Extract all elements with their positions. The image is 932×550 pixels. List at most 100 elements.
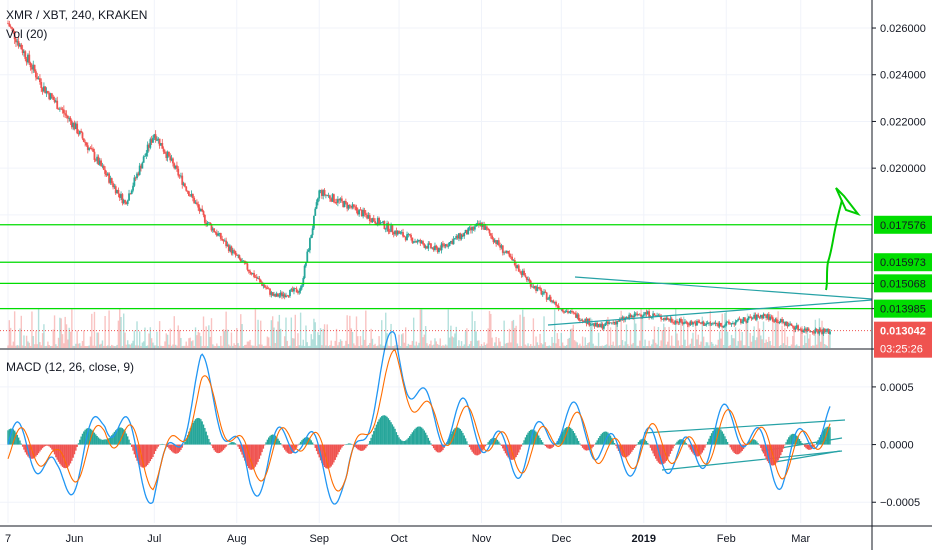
volume-bar: [92, 345, 94, 348]
price-axis[interactable]: 0.0260000.0240000.0220000.0200000.015068…: [872, 23, 926, 316]
candle-body: [473, 226, 476, 230]
volume-bar: [592, 343, 594, 348]
candle-body: [661, 318, 664, 320]
volume-bar: [137, 345, 140, 348]
macd-histogram-bar: [83, 431, 85, 445]
macd-histogram-bar: [705, 444, 708, 446]
volume-bar: [565, 345, 568, 348]
macd-histogram-bar: [593, 444, 596, 446]
volume-bar: [265, 345, 267, 348]
macd-histogram-bar: [111, 435, 113, 445]
candle-body: [674, 320, 677, 324]
macd-histogram-bar: [613, 442, 616, 445]
candle-body: [557, 305, 560, 309]
volume-bar: [466, 328, 468, 348]
volume-bar: [605, 344, 608, 348]
macd-histogram-bar: [132, 444, 134, 451]
candle-body: [169, 156, 172, 161]
volume-bar: [314, 322, 316, 348]
volume-bar: [277, 321, 279, 348]
candle-body: [423, 244, 426, 248]
candle-body: [33, 64, 36, 72]
candle-body: [152, 137, 154, 143]
candle-body: [766, 314, 769, 318]
candle-body: [117, 190, 120, 194]
volume-bar: [448, 337, 451, 348]
volume-bar: [561, 342, 564, 348]
macd-histogram-bar: [224, 444, 226, 449]
volume-bar: [612, 341, 614, 348]
volume-bar: [737, 341, 739, 348]
candle-body: [213, 228, 216, 233]
volume-bar: [8, 320, 11, 348]
volume-bar: [627, 344, 629, 348]
candle-body: [762, 314, 765, 319]
macd-histogram-bar: [12, 429, 15, 445]
candle-body: [52, 96, 55, 100]
candle-body: [710, 323, 713, 325]
macd-histogram-bar: [440, 444, 443, 452]
candle-body: [648, 311, 651, 318]
candle-body: [443, 244, 446, 247]
volume-bar: [127, 340, 129, 348]
volume-bar: [226, 329, 229, 348]
volume-bar: [765, 339, 767, 348]
macd-histogram-bar: [236, 444, 238, 446]
candle-body: [180, 175, 182, 177]
macd-histogram-bar: [456, 427, 459, 445]
volume-bar: [220, 335, 222, 348]
macd-histogram-bar: [17, 437, 20, 445]
volume-bar: [753, 326, 755, 348]
volume-bar: [130, 343, 133, 348]
volume-bar: [39, 342, 41, 348]
volume-bar: [667, 341, 669, 348]
macd-histogram-bar: [60, 444, 62, 466]
volume-bar: [434, 338, 436, 348]
macd-histogram-bar: [222, 444, 225, 450]
macd-histogram-bar: [315, 444, 318, 452]
macd-histogram-bar: [40, 444, 42, 450]
macd-histogram-bar: [502, 444, 504, 449]
volume-bar: [552, 342, 555, 348]
trendline-upper: [574, 276, 873, 300]
volume-bar: [270, 320, 273, 348]
candle-body: [354, 206, 357, 208]
macd-histogram-bar: [523, 440, 525, 445]
macd-histogram-bar: [133, 444, 136, 455]
volume-bar: [522, 309, 524, 348]
macd-histogram-bar: [221, 444, 223, 452]
volume-bar: [273, 327, 275, 348]
candle-body: [794, 328, 797, 330]
macd-histogram-bar: [11, 428, 13, 445]
candle-body: [689, 321, 692, 326]
macd-histogram-bar: [142, 444, 145, 468]
macd-histogram-bar: [123, 429, 125, 445]
candle-body: [454, 238, 456, 240]
price-tick-label: 0.020000: [880, 163, 926, 175]
macd-histogram-bar: [346, 443, 348, 445]
candle-body: [338, 199, 341, 201]
time-tick-label: Mar: [791, 533, 810, 545]
candle-body: [362, 209, 365, 217]
macd-histogram-bar: [474, 444, 476, 455]
volume-bar: [77, 343, 80, 348]
volume-bar: [245, 344, 247, 348]
macd-histogram-bar: [439, 444, 441, 453]
candle-body: [444, 244, 447, 247]
macd-histogram-bar: [667, 444, 669, 459]
candle-body: [452, 239, 455, 245]
candle-body: [27, 54, 29, 63]
volume-bar: [315, 345, 318, 348]
candle-body: [23, 51, 25, 53]
candle-body: [340, 198, 343, 202]
volume-bar: [342, 345, 344, 348]
candle-body: [314, 208, 317, 216]
volume-bar: [548, 345, 551, 348]
macd-histogram-bar: [627, 444, 629, 457]
macd-histogram-bar: [386, 416, 388, 445]
macd-histogram-bar: [514, 444, 516, 459]
candle-body: [549, 296, 552, 302]
time-axis[interactable]: 7 Jun Jul Aug Sep Oct Nov Dec 2019 Feb Mar: [5, 533, 811, 545]
